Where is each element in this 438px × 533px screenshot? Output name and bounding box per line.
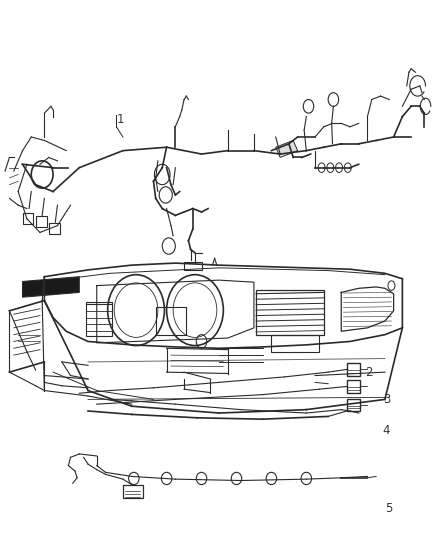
Text: 4: 4 bbox=[383, 424, 390, 437]
Bar bbox=[49, 223, 60, 234]
Text: 1: 1 bbox=[117, 114, 124, 126]
Bar bbox=[347, 399, 360, 411]
Polygon shape bbox=[22, 277, 79, 297]
Text: 3: 3 bbox=[383, 393, 390, 406]
Bar bbox=[184, 262, 201, 270]
Bar bbox=[347, 381, 360, 393]
Bar bbox=[22, 213, 33, 224]
Text: 5: 5 bbox=[385, 502, 392, 515]
Bar bbox=[272, 335, 319, 352]
Bar bbox=[86, 302, 112, 336]
Bar bbox=[123, 484, 143, 498]
Bar bbox=[35, 216, 46, 227]
Polygon shape bbox=[276, 140, 297, 157]
Bar bbox=[347, 364, 360, 376]
Text: 2: 2 bbox=[365, 366, 373, 378]
Bar bbox=[155, 308, 186, 335]
Bar bbox=[256, 290, 324, 335]
